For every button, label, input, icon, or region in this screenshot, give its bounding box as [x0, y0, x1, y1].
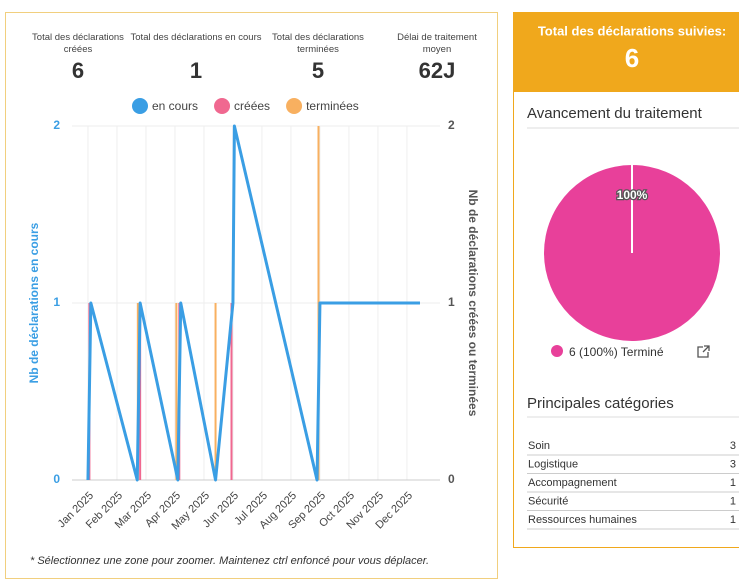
category-count: 1	[730, 514, 736, 526]
stat-value: 62J	[419, 58, 456, 83]
y2-tick-label: 0	[448, 472, 455, 486]
stat-label-line: créées	[64, 44, 93, 55]
category-count: 3	[730, 440, 736, 452]
category-count: 1	[730, 495, 736, 507]
stat-label: Total des déclarations créées	[32, 32, 124, 55]
series-line	[86, 124, 420, 482]
category-name: Accompagnement	[528, 477, 617, 489]
legend-marker	[132, 98, 148, 114]
stat-label-line: Total des déclarations en cours	[131, 32, 262, 43]
summary-value: 6	[625, 43, 639, 73]
category-name: Ressources humaines	[528, 514, 637, 526]
table-title: Principales catégories	[527, 395, 674, 412]
stat-label-line: moyen	[423, 44, 452, 55]
y2-tick-label: 2	[448, 118, 455, 132]
stat-label-line: Total des déclarations	[272, 32, 364, 43]
left-panel	[5, 12, 498, 579]
stat-label: Total des déclarations en cours	[131, 32, 262, 43]
legend-marker	[551, 345, 563, 357]
category-name: Soin	[528, 440, 550, 452]
y-tick-label: 0	[53, 472, 60, 486]
y-axis-label: Nb de déclarations en cours	[27, 222, 41, 383]
stat-value: 6	[72, 58, 84, 83]
category-count: 1	[730, 477, 736, 489]
category-name: Sécurité	[528, 495, 568, 507]
y2-axis-label: Nb de déclarations créées ou terminées	[466, 190, 480, 417]
legend-marker	[214, 98, 231, 114]
stat-label: Délai de traitement moyen	[397, 32, 477, 55]
pie-title: Avancement du traitement	[527, 105, 703, 122]
stat-value: 5	[312, 58, 324, 83]
footnote: * Sélectionnez une zone pour zoomer. Mai…	[30, 555, 429, 567]
y-tick-label: 2	[53, 118, 60, 132]
legend-label: créées	[234, 99, 270, 113]
y-tick-label: 1	[53, 295, 60, 309]
stat-label-line: Délai de traitement	[397, 32, 477, 43]
stat-label-line: terminées	[297, 44, 339, 55]
pie-label: 100%	[617, 188, 648, 202]
legend-marker	[286, 98, 303, 114]
stat-value: 1	[190, 58, 202, 83]
stat-label-line: Total des déclarations	[32, 32, 124, 43]
summary-header	[513, 12, 739, 92]
legend-label: 6 (100%) Terminé	[569, 345, 664, 359]
legend-label: en cours	[152, 99, 198, 113]
legend-label: terminées	[306, 99, 359, 113]
category-name: Logistique	[528, 458, 578, 470]
stat-label: Total des déclarations terminées	[272, 32, 364, 55]
external-link-icon[interactable]	[697, 345, 710, 358]
category-count: 3	[730, 458, 736, 470]
y2-tick-label: 1	[448, 295, 455, 309]
summary-title: Total des déclarations suivies:	[538, 23, 726, 38]
